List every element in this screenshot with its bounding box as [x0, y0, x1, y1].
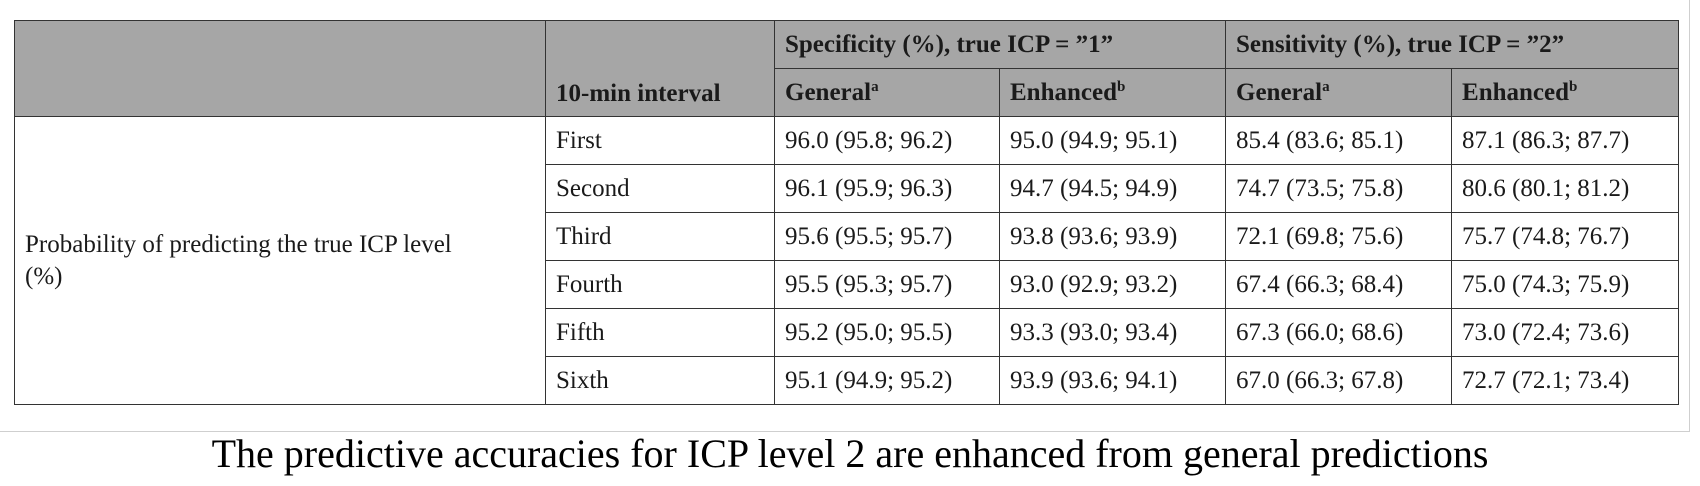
- spec-general-cell: 96.1 (95.9; 96.3): [774, 164, 1000, 213]
- sens-general-cell: 67.3 (66.0; 68.6): [1225, 308, 1453, 357]
- interval-cell: First: [545, 116, 775, 165]
- footnote-a-marker: a: [871, 78, 879, 95]
- spec-enhanced-cell: 93.8 (93.6; 93.9): [998, 212, 1227, 261]
- row-label-probability: Probability of predicting the true ICP l…: [14, 116, 546, 405]
- spec-general-cell: 95.2 (95.0; 95.5): [774, 308, 1000, 357]
- spec-general-cell: 95.5 (95.3; 95.7): [774, 260, 1000, 309]
- header-sensitivity-group: Sensitivity (%), true ICP = ”2”: [1225, 20, 1680, 69]
- sens-enhanced-cell: 75.7 (74.8; 76.7): [1451, 212, 1680, 261]
- spec-enhanced-cell: 95.0 (94.9; 95.1): [998, 116, 1227, 165]
- table-header: 10-min interval Specificity (%), true IC…: [14, 20, 1680, 117]
- footnote-b-marker: b: [1569, 78, 1578, 95]
- interval-cell: Sixth: [545, 356, 775, 405]
- sens-enhanced-cell: 87.1 (86.3; 87.7): [1451, 116, 1680, 165]
- interval-cell: Fourth: [545, 260, 775, 309]
- figure-caption: The predictive accuracies for ICP level …: [211, 431, 1489, 476]
- header-sens-enhanced-label: Enhanced: [1462, 78, 1569, 106]
- header-sens-general: Generala: [1225, 68, 1453, 117]
- table-row: Sixth 95.1 (94.9; 95.2) 93.9 (93.6; 94.1…: [15, 356, 1680, 405]
- sens-general-cell: 74.7 (73.5; 75.8): [1225, 164, 1453, 213]
- header-spec-enhanced: Enhancedb: [998, 68, 1227, 117]
- sens-enhanced-cell: 80.6 (80.1; 81.2): [1451, 164, 1680, 213]
- spec-general-cell: 96.0 (95.8; 96.2): [774, 116, 1000, 165]
- spec-general-cell: 95.6 (95.5; 95.7): [774, 212, 1000, 261]
- interval-cell: Third: [545, 212, 775, 261]
- sens-general-cell: 67.4 (66.3; 68.4): [1225, 260, 1453, 309]
- spec-enhanced-cell: 93.9 (93.6; 94.1): [998, 356, 1227, 405]
- header-sens-general-label: General: [1236, 78, 1323, 106]
- spec-general-cell: 95.1 (94.9; 95.2): [774, 356, 1000, 405]
- spec-enhanced-cell: 93.0 (92.9; 93.2): [998, 260, 1227, 309]
- sens-enhanced-cell: 72.7 (72.1; 73.4): [1451, 356, 1680, 405]
- table-row: Probability of predicting the true ICP l…: [14, 116, 1680, 405]
- header-row-subgroups: Generala Enhancedb Generala Enhancedb: [15, 68, 1680, 117]
- interval-cell: Second: [545, 164, 775, 213]
- sens-enhanced-cell: 73.0 (72.4; 73.6): [1451, 308, 1680, 357]
- header-spec-general: Generala: [774, 68, 1000, 117]
- footnote-a-marker: a: [1322, 78, 1330, 95]
- sens-enhanced-cell: 75.0 (74.3; 75.9): [1451, 260, 1680, 309]
- table-body: Probability of predicting the true ICP l…: [14, 116, 1680, 405]
- header-specificity-group: Specificity (%), true ICP = ”1”: [773, 20, 1227, 69]
- header-blank-cell: [14, 20, 546, 117]
- header-interval: 10-min interval: [545, 20, 775, 117]
- interval-cell: Fifth: [545, 308, 775, 357]
- table-frame: [0, 0, 1690, 432]
- results-table: 10-min interval Specificity (%), true IC…: [14, 20, 1680, 405]
- table-row: Fourth 95.5 (95.3; 95.7) 93.0 (92.9; 93.…: [15, 260, 1680, 309]
- header-spec-enhanced-label: Enhanced: [1010, 78, 1117, 106]
- spec-enhanced-cell: 94.7 (94.5; 94.9): [998, 164, 1227, 213]
- header-spec-general-label: General: [785, 78, 872, 106]
- sens-general-cell: 72.1 (69.8; 75.6): [1225, 212, 1453, 261]
- header-sens-enhanced: Enhancedb: [1451, 68, 1680, 117]
- spec-enhanced-cell: 93.3 (93.0; 93.4): [998, 308, 1227, 357]
- header-row-groups: 10-min interval Specificity (%), true IC…: [14, 20, 1680, 117]
- footnote-b-marker: b: [1116, 78, 1126, 95]
- sens-general-cell: 67.0 (66.3; 67.8): [1225, 356, 1453, 405]
- table-row: Second 96.1 (95.9; 96.3) 94.7 (94.5; 94.…: [15, 164, 1680, 213]
- sens-general-cell: 85.4 (83.6; 85.1): [1225, 116, 1453, 165]
- table-row: Third 95.6 (95.5; 95.7) 93.8 (93.6; 93.9…: [15, 212, 1680, 261]
